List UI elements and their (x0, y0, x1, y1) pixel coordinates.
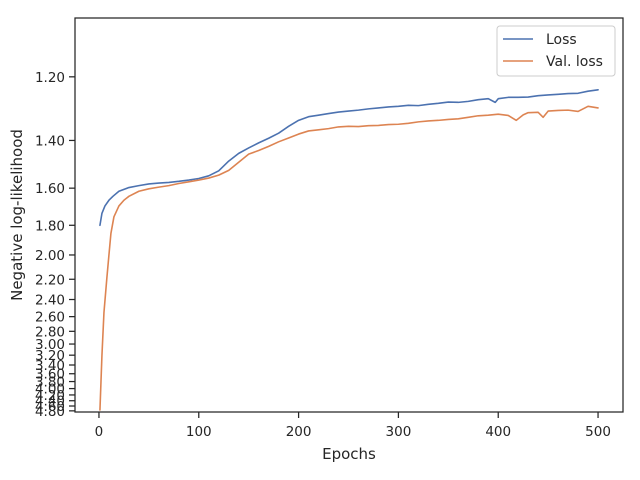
y-tick-label: 3.00 (35, 337, 65, 353)
y-tick-label: 4.00 (35, 382, 65, 398)
x-tick-label: 300 (386, 424, 412, 440)
x-tick-label: 400 (485, 424, 511, 440)
y-tick-label: 2.80 (35, 324, 65, 340)
y-tick-label: 2.20 (35, 272, 65, 288)
x-tick-label: 0 (95, 424, 104, 440)
y-tick-label: 4.20 (35, 388, 65, 404)
x-tick-label: 500 (585, 424, 611, 440)
series-line-val-loss (99, 105, 599, 411)
x-axis-label: Epochs (322, 445, 376, 463)
x-axis-ticks: 0 100 200 300 400 500 (95, 412, 611, 440)
y-tick-label: 3.40 (35, 358, 65, 374)
y-tick-label: 4.60 (35, 399, 65, 415)
legend-label-val-loss: Val. loss (546, 54, 603, 70)
x-tick-label: 200 (286, 424, 312, 440)
y-tick-label: 4.40 (35, 394, 65, 410)
y-tick-label: 2.00 (35, 248, 65, 264)
y-tick-label: 3.60 (35, 367, 65, 383)
y-tick-label: 1.40 (35, 133, 65, 149)
y-tick-label: 2.40 (35, 293, 65, 309)
x-tick-label: 100 (186, 424, 212, 440)
y-tick-label: 3.80 (35, 375, 65, 391)
y-tick-label: 1.60 (35, 181, 65, 197)
series-lines (99, 88, 599, 411)
y-tick-label: 1.20 (35, 70, 65, 86)
y-tick-label: 4.80 (35, 404, 65, 420)
legend-label-loss: Loss (546, 32, 577, 48)
legend: Loss Val. loss (496, 25, 616, 77)
y-tick-label: 2.60 (35, 310, 65, 326)
y-axis-label: Negative log-likelihood (8, 129, 26, 301)
series-line-loss (99, 88, 599, 227)
plot-area (74, 17, 624, 413)
y-tick-label: 1.80 (35, 218, 65, 234)
y-axis-ticks: 1.20 1.40 1.60 1.80 2.00 2.20 2.402.602.803.00… (35, 70, 75, 420)
y-tick-label: 3.20 (35, 348, 65, 364)
